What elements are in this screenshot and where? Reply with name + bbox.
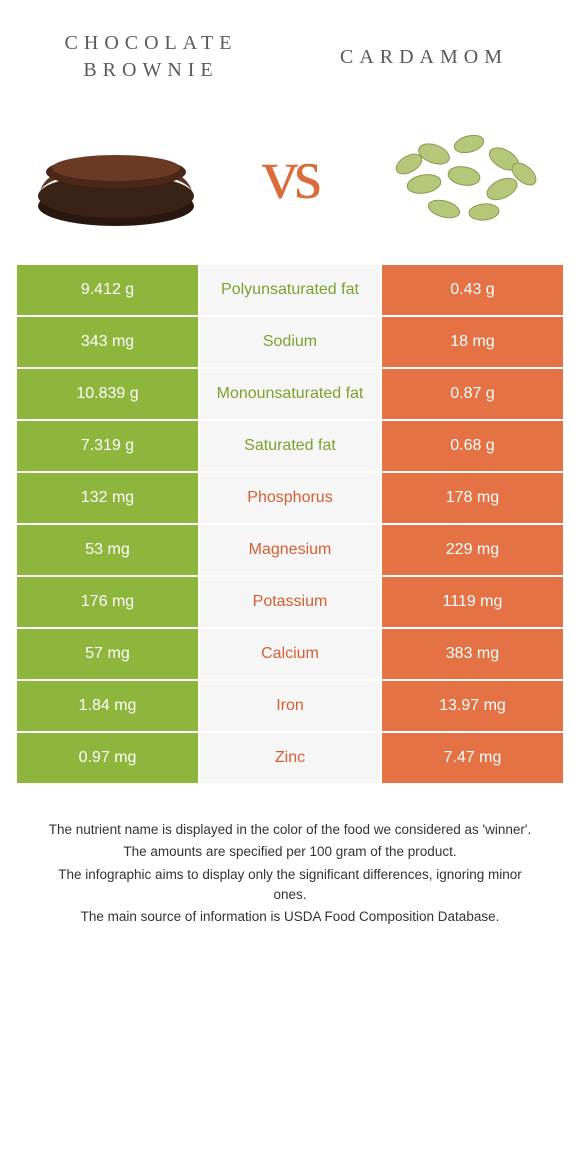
left-value: 7.319 g: [16, 420, 199, 472]
vs-label: vs: [262, 133, 318, 216]
footnotes: The nutrient name is displayed in the co…: [16, 784, 564, 939]
right-value: 383 mg: [381, 628, 564, 680]
nutrient-label: Sodium: [199, 316, 381, 368]
table-row: 10.839 gMonounsaturated fat0.87 g: [16, 368, 564, 420]
table-row: 176 mgPotassium1119 mg: [16, 576, 564, 628]
table-row: 9.412 gPolyunsaturated fat0.43 g: [16, 264, 564, 316]
left-value: 343 mg: [16, 316, 199, 368]
table-row: 57 mgCalcium383 mg: [16, 628, 564, 680]
right-value: 229 mg: [381, 524, 564, 576]
nutrient-label: Monounsaturated fat: [199, 368, 381, 420]
footnote-line: The infographic aims to display only the…: [46, 865, 534, 906]
nutrient-label: Phosphorus: [199, 472, 381, 524]
table-row: 343 mgSodium18 mg: [16, 316, 564, 368]
nutrient-label: Polyunsaturated fat: [199, 264, 381, 316]
left-value: 9.412 g: [16, 264, 199, 316]
left-value: 53 mg: [16, 524, 199, 576]
footnote-line: The main source of information is USDA F…: [46, 907, 534, 927]
left-value: 132 mg: [16, 472, 199, 524]
infographic-container: CHOCOLATE BROWNIE CARDAMOM vs: [0, 0, 580, 969]
nutrient-label: Zinc: [199, 732, 381, 784]
right-value: 0.87 g: [381, 368, 564, 420]
table-row: 0.97 mgZinc7.47 mg: [16, 732, 564, 784]
nutrient-label: Calcium: [199, 628, 381, 680]
nutrient-label: Saturated fat: [199, 420, 381, 472]
footnote-line: The amounts are specified per 100 gram o…: [46, 842, 534, 862]
left-value: 0.97 mg: [16, 732, 199, 784]
footnote-line: The nutrient name is displayed in the co…: [46, 820, 534, 840]
left-value: 1.84 mg: [16, 680, 199, 732]
nutrient-table: 9.412 gPolyunsaturated fat0.43 g343 mgSo…: [16, 264, 564, 784]
table-row: 53 mgMagnesium229 mg: [16, 524, 564, 576]
nutrient-label: Magnesium: [199, 524, 381, 576]
left-value: 176 mg: [16, 576, 199, 628]
right-value: 178 mg: [381, 472, 564, 524]
right-value: 0.43 g: [381, 264, 564, 316]
right-title: CARDAMOM: [314, 30, 534, 71]
table-row: 7.319 gSaturated fat0.68 g: [16, 420, 564, 472]
right-value: 1119 mg: [381, 576, 564, 628]
right-value: 0.68 g: [381, 420, 564, 472]
left-value: 10.839 g: [16, 368, 199, 420]
title-row: CHOCOLATE BROWNIE CARDAMOM: [16, 20, 564, 94]
hero-row: vs: [16, 94, 564, 264]
left-title: CHOCOLATE BROWNIE: [46, 30, 256, 84]
left-value: 57 mg: [16, 628, 199, 680]
table-row: 132 mgPhosphorus178 mg: [16, 472, 564, 524]
nutrient-label: Potassium: [199, 576, 381, 628]
right-value: 18 mg: [381, 316, 564, 368]
brownie-icon: [26, 114, 206, 234]
table-row: 1.84 mgIron13.97 mg: [16, 680, 564, 732]
right-value: 13.97 mg: [381, 680, 564, 732]
nutrient-label: Iron: [199, 680, 381, 732]
right-value: 7.47 mg: [381, 732, 564, 784]
cardamom-icon: [374, 114, 554, 234]
